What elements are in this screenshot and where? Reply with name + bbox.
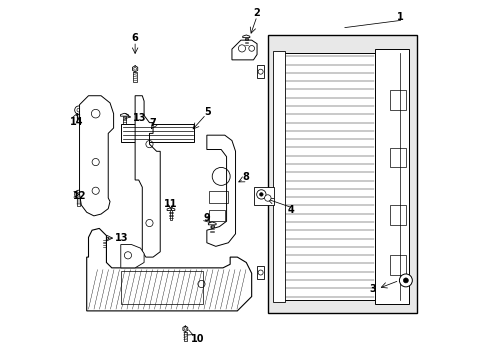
Circle shape [264,195,270,201]
Text: 8: 8 [243,172,249,182]
Circle shape [403,278,407,283]
Polygon shape [101,236,108,239]
Bar [389,90,405,110]
Bar [133,72,137,82]
Bar [208,191,228,203]
Polygon shape [257,65,264,78]
Text: 6: 6 [131,33,138,43]
Bar [183,332,186,341]
Polygon shape [167,208,175,211]
Bar [77,114,81,122]
Text: 7: 7 [149,118,156,128]
Text: 3: 3 [369,284,375,294]
Polygon shape [257,266,264,279]
Bar [375,49,408,304]
Bar [169,211,172,220]
Text: 13: 13 [115,233,129,243]
Polygon shape [132,66,138,72]
Bar [121,125,194,142]
Polygon shape [120,113,128,116]
Circle shape [259,193,263,196]
Text: 4: 4 [287,206,294,216]
Text: 13: 13 [133,113,146,123]
Polygon shape [86,228,251,311]
Bar [389,205,405,225]
Bar [103,239,106,249]
Text: 12: 12 [73,191,86,201]
Text: 9: 9 [203,213,210,223]
Polygon shape [231,40,257,60]
Bar [244,38,247,46]
Circle shape [75,190,83,198]
Polygon shape [183,326,187,332]
Bar [267,35,416,313]
Circle shape [399,274,411,287]
Polygon shape [242,35,249,38]
Bar [254,186,273,205]
Bar [389,255,405,275]
Bar [77,198,81,206]
Text: 2: 2 [253,8,260,18]
Text: 1: 1 [396,12,403,22]
Polygon shape [208,222,216,225]
Text: 10: 10 [191,333,204,343]
Bar [273,51,284,302]
Text: 14: 14 [69,117,83,127]
Bar [389,148,405,167]
Circle shape [75,106,83,114]
Polygon shape [135,96,160,257]
Bar [121,271,203,304]
Bar [210,225,213,234]
Text: 5: 5 [204,107,211,117]
Bar [284,53,375,300]
Polygon shape [80,96,113,216]
Polygon shape [206,135,235,246]
Circle shape [256,190,265,199]
Bar [208,211,224,221]
Text: 11: 11 [164,199,177,209]
Bar [123,116,125,126]
Polygon shape [121,244,144,268]
